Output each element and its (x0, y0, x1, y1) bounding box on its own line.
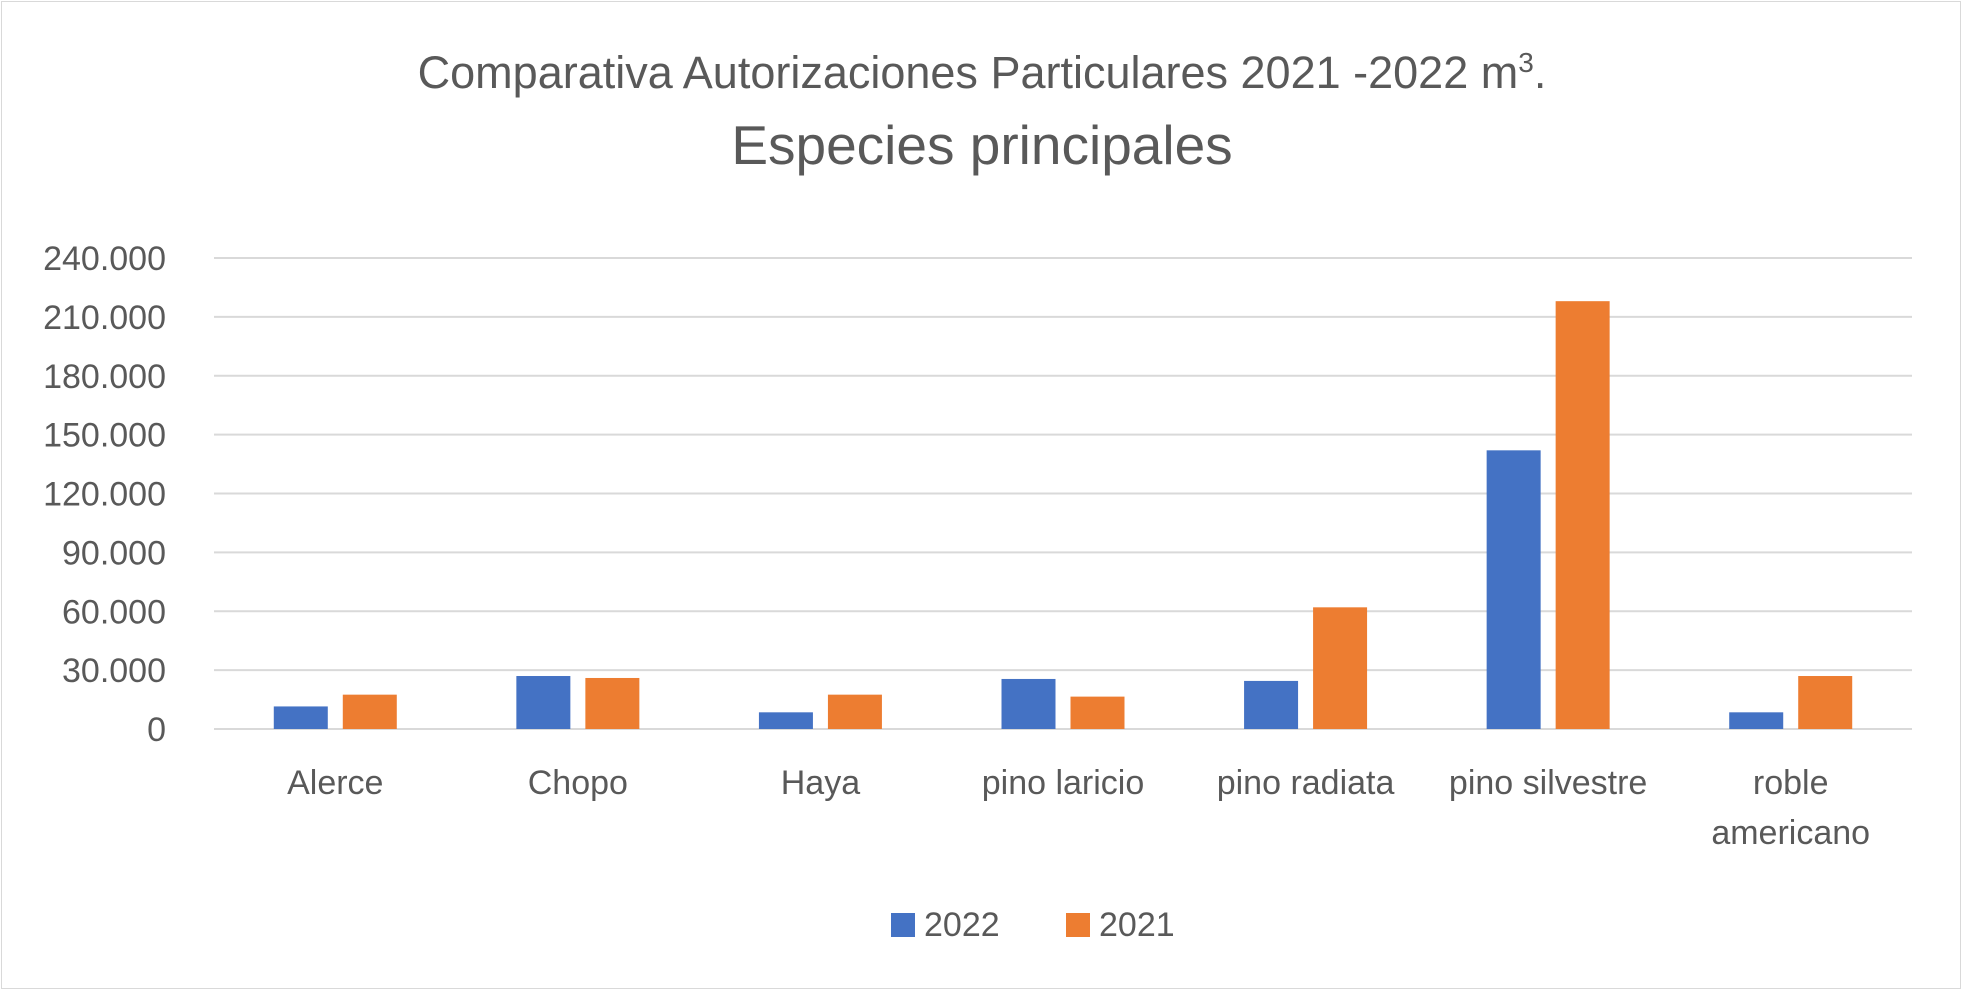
chart-title-superscript: 3 (1518, 47, 1534, 78)
legend-label: 2022 (924, 906, 1000, 944)
chart-subtitle: Especies principales (731, 114, 1233, 176)
x-tick-label: pino radiata (1217, 764, 1395, 802)
x-tick-label: roble (1753, 764, 1829, 802)
bar-2021 (342, 694, 397, 729)
y-tick-label: 180.000 (43, 358, 166, 396)
bar-2021 (827, 694, 882, 729)
legend-swatch-2021 (1066, 913, 1090, 937)
bar-2022 (273, 706, 328, 729)
y-tick-label: 90.000 (62, 534, 166, 572)
bar-2021 (1798, 676, 1853, 729)
x-tick-label: pino silvestre (1449, 764, 1647, 802)
bar-2022 (1729, 712, 1784, 729)
y-tick-label: 0 (147, 711, 166, 749)
x-tick-label: Chopo (528, 764, 628, 802)
x-tick-label: pino laricio (982, 764, 1145, 802)
y-tick-label: 240.000 (43, 240, 166, 278)
chart-title: Comparativa Autorizaciones Particulares … (0, 38, 1964, 180)
legend-label: 2021 (1099, 906, 1175, 944)
bar-2021 (1555, 301, 1610, 729)
y-tick-label: 210.000 (43, 299, 166, 337)
bar-2021 (1070, 696, 1125, 729)
y-tick-label: 120.000 (43, 476, 166, 514)
y-tick-label: 150.000 (43, 417, 166, 455)
bar-2022 (1244, 680, 1299, 729)
bar-2022 (758, 712, 813, 729)
bar-2022 (1001, 678, 1056, 729)
chart-title-line1: Comparativa Autorizaciones Particulares … (0, 38, 1964, 108)
x-tick-label: Alerce (287, 764, 383, 802)
legend-swatch-2022 (891, 913, 915, 937)
bar-2022 (516, 676, 571, 729)
bar-2021 (585, 677, 640, 729)
y-tick-label: 30.000 (62, 652, 166, 690)
x-tick-label: americano (1711, 814, 1870, 852)
bar-2021 (1313, 607, 1368, 729)
x-tick-label: Haya (781, 764, 860, 802)
y-tick-label: 60.000 (62, 593, 166, 631)
chart-title-text: Comparativa Autorizaciones Particulares … (417, 47, 1519, 98)
chart-title-suffix: . (1533, 47, 1547, 98)
bar-2022 (1486, 450, 1541, 729)
